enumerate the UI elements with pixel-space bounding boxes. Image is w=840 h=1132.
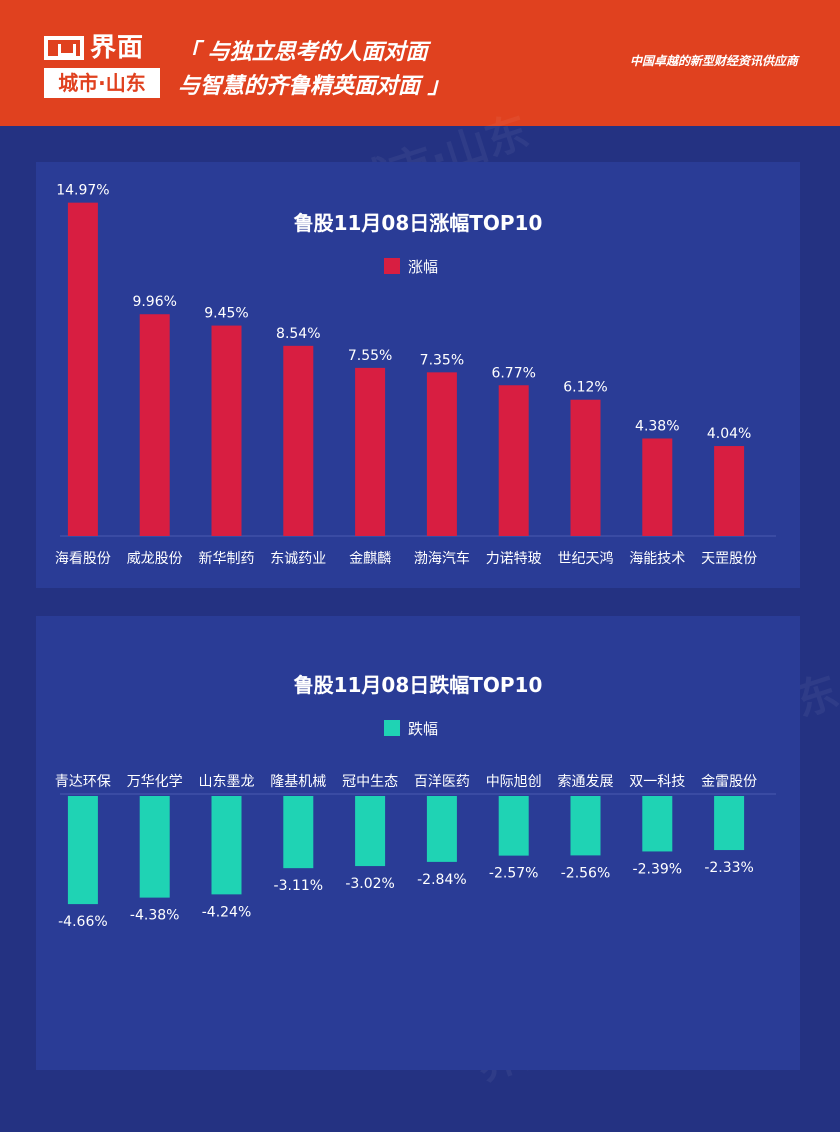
bar <box>426 372 457 536</box>
category-label: 金麒麟 <box>349 551 391 567</box>
bar <box>139 314 170 536</box>
category-label: 双一科技 <box>629 774 685 790</box>
bar <box>498 385 529 536</box>
category-label: 中际旭创 <box>486 774 542 790</box>
data-label: -3.11% <box>274 878 324 894</box>
bar <box>642 438 673 536</box>
chart-title: 鲁股11月08日跌幅TOP10 <box>294 673 543 697</box>
logo-subtitle: 城市·山东 <box>44 68 160 98</box>
slogan-line-2: 与智慧的齐鲁精英面对面 」 <box>178 74 450 99</box>
bar <box>570 399 601 536</box>
gainers-chart: 鲁股11月08日涨幅TOP10 涨幅 14.97% 海看股份 9.96% 威龙股份 9.45… <box>55 183 776 567</box>
data-label: 9.45% <box>204 306 248 322</box>
category-label: 天罡股份 <box>701 551 757 567</box>
data-label: 14.97% <box>56 183 109 199</box>
data-label: -2.33% <box>704 860 754 876</box>
chart-title: 鲁股11月08日涨幅TOP10 <box>294 211 543 235</box>
data-label: -4.66% <box>58 914 108 930</box>
bar <box>283 345 314 536</box>
logo-mark-icon <box>44 36 84 60</box>
bar <box>355 367 386 536</box>
bar <box>355 796 386 867</box>
gainers-panel: 鲁股11月08日涨幅TOP10 涨幅 14.97% 海看股份 9.96% 威龙股份 9.45… <box>36 162 800 588</box>
data-label: -2.56% <box>561 865 611 881</box>
slogan-line-1: 「 与独立思考的人面对面 <box>178 40 428 65</box>
category-label: 海能技术 <box>629 551 685 567</box>
data-label: 8.54% <box>276 326 320 342</box>
data-label: 7.35% <box>420 352 464 368</box>
bar <box>642 796 673 852</box>
bar <box>67 202 98 536</box>
data-label: 6.12% <box>563 380 607 396</box>
legend-swatch <box>384 258 400 274</box>
data-label: 6.77% <box>491 365 535 381</box>
bar <box>426 796 457 862</box>
data-label: -2.39% <box>633 861 683 877</box>
jiemian-logo: 界面 城市·山东 <box>44 32 160 98</box>
legend-swatch <box>384 720 400 736</box>
data-label: 9.96% <box>132 294 176 310</box>
data-label: -3.02% <box>345 876 395 892</box>
bar <box>211 796 242 895</box>
data-label: -4.24% <box>202 904 252 920</box>
bar <box>570 796 601 856</box>
category-label: 力诺特玻 <box>486 551 542 567</box>
category-label: 海看股份 <box>55 551 111 567</box>
category-label: 世纪天鸿 <box>558 550 614 567</box>
losers-panel: 鲁股11月08日跌幅TOP10 跌幅 -4.66% 青达环保 -4.38% 万华化学 -4.… <box>36 616 800 1070</box>
data-label: -2.84% <box>417 872 467 888</box>
category-label: 新华制药 <box>199 551 255 567</box>
category-label: 渤海汽车 <box>414 550 470 567</box>
data-label: 7.55% <box>348 348 392 364</box>
bar <box>283 796 314 869</box>
category-label: 金雷股份 <box>701 774 757 790</box>
category-label: 万华化学 <box>127 774 183 790</box>
data-label: 4.38% <box>635 418 679 434</box>
bar <box>714 796 745 851</box>
legend-label: 跌幅 <box>408 720 438 738</box>
losers-chart: 鲁股11月08日跌幅TOP10 跌幅 -4.66% 青达环保 -4.38% 万华化学 -4.… <box>55 673 776 930</box>
category-label: 索通发展 <box>558 773 614 790</box>
legend-label: 涨幅 <box>408 258 438 276</box>
tagline: 中国卓越的新型财经资讯供应商 <box>629 54 798 68</box>
category-label: 隆基机械 <box>270 773 326 790</box>
data-label: -4.38% <box>130 908 180 924</box>
category-label: 东诚药业 <box>270 551 326 567</box>
logo-text: 界面 <box>90 33 145 63</box>
header-banner: 界面 城市·山东 「 与独立思考的人面对面 与智慧的齐鲁精英面对面 」 中国卓越… <box>0 0 840 126</box>
category-label: 冠中生态 <box>342 774 398 790</box>
category-label: 山东墨龙 <box>199 774 255 790</box>
data-label: -2.57% <box>489 866 539 882</box>
logo-top: 界面 <box>44 32 160 64</box>
bar <box>67 796 98 905</box>
category-label: 百洋医药 <box>414 774 470 790</box>
bar <box>498 796 529 856</box>
bar <box>211 325 242 536</box>
bar <box>139 796 170 898</box>
category-label: 威龙股份 <box>127 551 183 567</box>
bar <box>714 446 745 536</box>
category-label: 青达环保 <box>55 774 111 790</box>
data-label: 4.04% <box>707 426 751 442</box>
